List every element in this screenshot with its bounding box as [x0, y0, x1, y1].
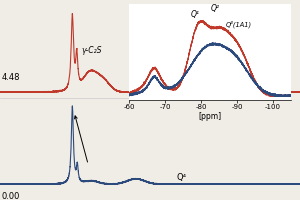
- Text: γ-C₂S: γ-C₂S: [81, 46, 102, 55]
- Text: Q²: Q²: [211, 4, 220, 13]
- Text: Q³(1A1): Q³(1A1): [226, 20, 252, 28]
- Text: 4.48: 4.48: [2, 73, 20, 82]
- X-axis label: [ppm]: [ppm]: [198, 112, 222, 121]
- Text: Q¹: Q¹: [191, 10, 200, 19]
- Text: 0.00: 0.00: [2, 192, 20, 200]
- Text: Q⁴: Q⁴: [176, 173, 187, 182]
